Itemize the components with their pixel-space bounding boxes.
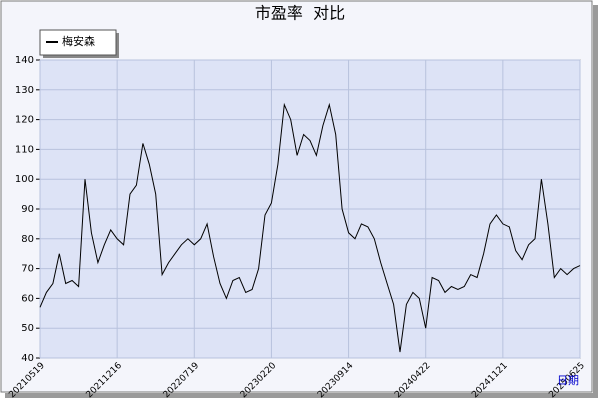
- y-tick-label: 130: [15, 85, 34, 96]
- y-tick-label: 110: [15, 144, 34, 155]
- frame-shadow: [593, 5, 598, 396]
- y-tick-label: 60: [21, 293, 34, 304]
- legend-label: 梅安森: [62, 34, 95, 48]
- frame-shadow: [5, 393, 598, 398]
- y-tick-label: 90: [21, 204, 34, 215]
- y-tick-label: 40: [21, 353, 34, 364]
- y-tick-label: 120: [15, 115, 34, 126]
- line-series: [39, 102, 581, 353]
- legend: [39, 29, 117, 56]
- x-axis-label: 日期: [557, 374, 579, 387]
- chart-title: 市盈率 对比: [255, 4, 345, 23]
- y-tick-label: 140: [15, 55, 34, 66]
- y-tick-label: 70: [21, 264, 34, 275]
- y-tick-label: 50: [21, 323, 34, 334]
- y-tick-label: 100: [15, 174, 34, 185]
- y-tick-label: 80: [21, 234, 34, 245]
